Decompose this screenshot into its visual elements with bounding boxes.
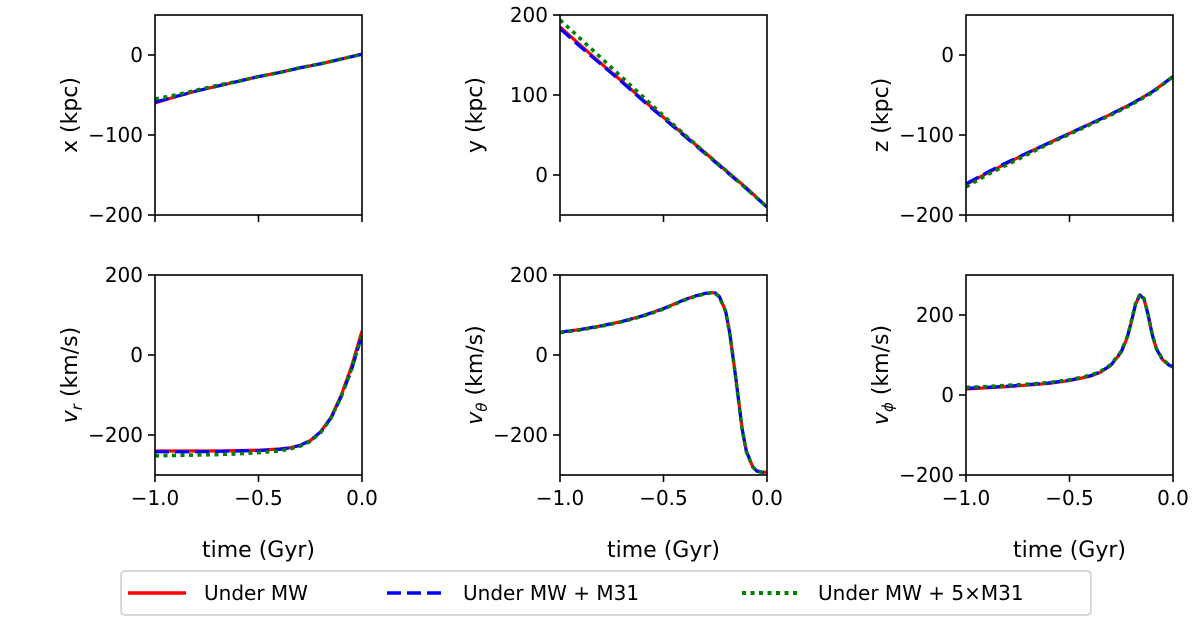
y-tick-label: 0: [535, 343, 548, 367]
legend-label-3: Under MW + 5×M31: [818, 581, 1024, 605]
series-line-2: [966, 293, 1173, 390]
y-tick-label: 0: [130, 43, 143, 67]
x-tick-label: −0.5: [1045, 486, 1094, 510]
series-line-1: [966, 293, 1173, 391]
series-line-3: [966, 292, 1173, 390]
panel-2: 0 100 200 y (kpc): [463, 3, 768, 222]
series-line-3: [155, 334, 362, 458]
y-axis-label: z (kpc): [869, 78, 894, 153]
series-line-1: [560, 291, 767, 474]
panel-5: −200 0 200 −1.0 −0.5 0.0 vθ (km/s) time (Gyr): [463, 263, 783, 563]
y-tick-label: 0: [941, 43, 954, 67]
x-tick-label: 0.0: [751, 486, 783, 510]
y-tick-label: −200: [493, 423, 548, 447]
legend-label-2: Under MW + M31: [463, 581, 639, 605]
panel-1: −200 −100 0 x (kpc): [58, 14, 363, 227]
axes-frame: [965, 14, 1174, 216]
axes-frame: [154, 14, 363, 216]
x-axis-label: time (Gyr): [607, 538, 720, 563]
x-tick-label: −0.5: [234, 486, 283, 510]
axes-frame: [559, 14, 768, 216]
y-axis-label: vϕ (km/s): [869, 325, 897, 425]
x-tick-label: −1.0: [942, 486, 991, 510]
legend-label-1: Under MW: [204, 581, 308, 605]
x-tick-label: −1.0: [536, 486, 585, 510]
y-tick-label: −100: [899, 123, 954, 147]
x-tick-label: 0.0: [346, 486, 378, 510]
y-tick-label: −200: [899, 463, 954, 487]
y-tick-label: −200: [88, 203, 143, 227]
y-tick-label: 0: [535, 163, 548, 187]
x-axis-label: time (Gyr): [1013, 538, 1126, 563]
y-tick-label: 200: [916, 303, 954, 327]
y-tick-label: −200: [899, 203, 954, 227]
x-tick-label: −1.0: [131, 486, 180, 510]
series-line-3: [560, 18, 767, 209]
y-axis-label: y (kpc): [463, 77, 488, 153]
axes-frame: [154, 274, 363, 476]
series-line-2: [155, 334, 362, 454]
legend-frame: [120, 570, 1092, 616]
series-line-3: [560, 291, 767, 475]
y-axis-label: vθ (km/s): [463, 325, 491, 424]
legend: Under MW Under MW + M31 Under MW + 5×M31: [120, 570, 1092, 616]
panel-3: −200 −100 0 z (kpc): [869, 14, 1174, 227]
panel-6: −200 0 200 −1.0 −0.5 0.0 vϕ (km/s) time (Gyr): [869, 274, 1189, 563]
y-tick-label: 200: [510, 263, 548, 287]
x-tick-label: −0.5: [639, 486, 688, 510]
y-tick-label: 200: [510, 3, 548, 27]
y-tick-label: −100: [88, 123, 143, 147]
y-tick-label: 0: [130, 343, 143, 367]
y-axis-label: vr (km/s): [58, 327, 86, 423]
y-tick-label: 0: [941, 383, 954, 407]
series-line-3: [155, 52, 362, 101]
y-tick-label: 100: [510, 83, 548, 107]
series-line-2: [966, 75, 1173, 186]
axes-frame: [965, 274, 1174, 476]
x-tick-label: 0.0: [1157, 486, 1189, 510]
x-axis-label: time (Gyr): [202, 538, 315, 563]
panel-4: −200 0 200 −1.0 −0.5 0.0 vr (km/s) time (Gyr): [58, 263, 378, 563]
series-line-1: [155, 330, 362, 453]
y-axis-label: x (kpc): [58, 77, 83, 153]
y-tick-label: 200: [105, 263, 143, 287]
y-tick-label: −200: [88, 423, 143, 447]
